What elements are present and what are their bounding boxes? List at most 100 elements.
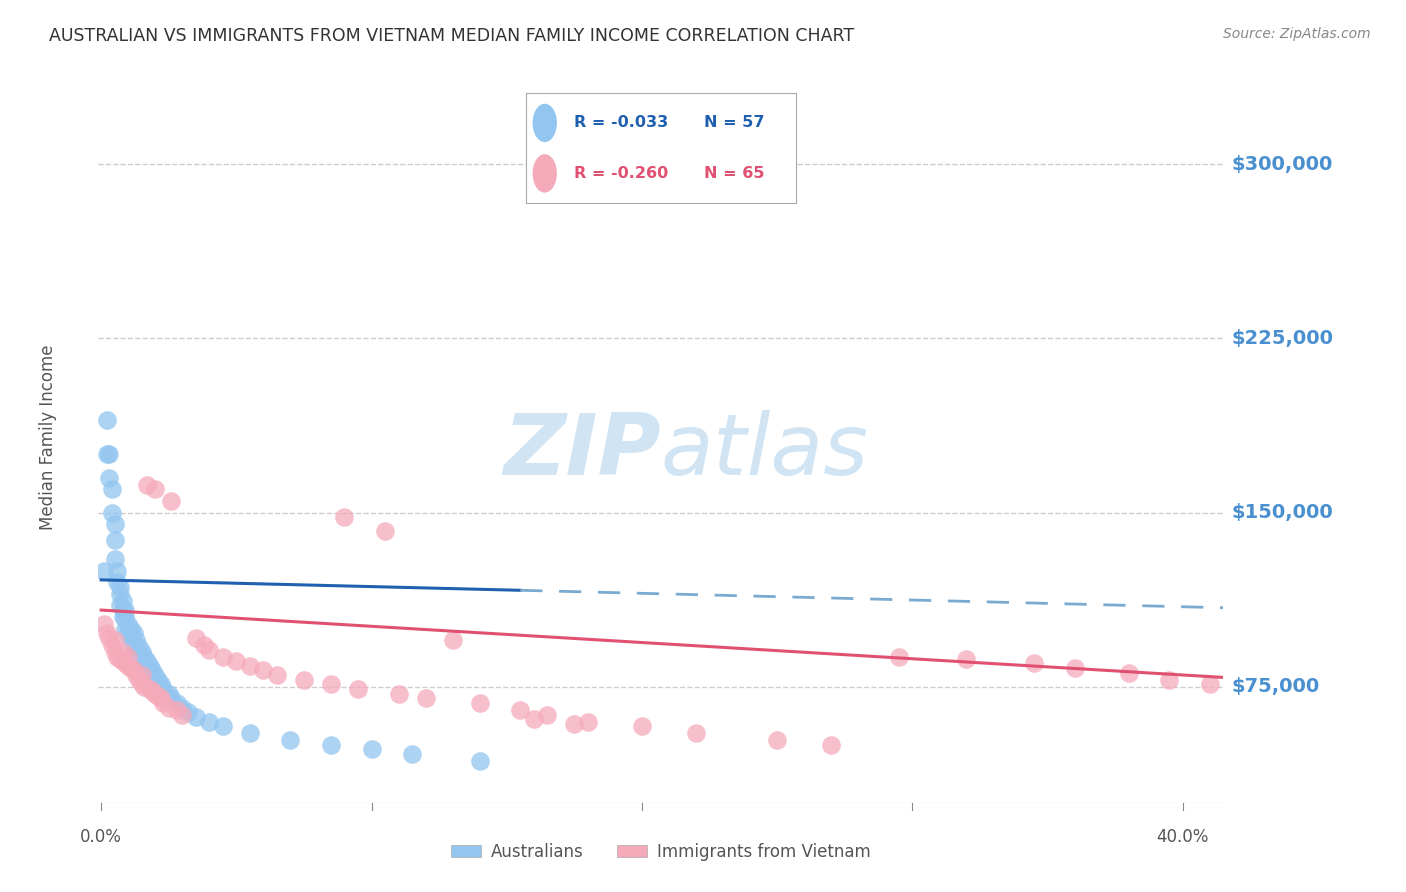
Point bbox=[1118, 665, 1140, 680]
Point bbox=[139, 658, 162, 673]
Point bbox=[631, 719, 654, 733]
Point bbox=[136, 477, 159, 491]
Point bbox=[104, 533, 127, 548]
Point bbox=[523, 712, 546, 726]
Point bbox=[319, 738, 342, 752]
Point bbox=[149, 691, 172, 706]
Point bbox=[131, 654, 153, 668]
Point bbox=[252, 664, 274, 678]
Point bbox=[160, 691, 183, 706]
Point bbox=[143, 483, 166, 497]
Text: $225,000: $225,000 bbox=[1232, 329, 1333, 348]
Point bbox=[111, 645, 134, 659]
Point bbox=[134, 658, 156, 673]
Point bbox=[184, 631, 207, 645]
Point bbox=[176, 705, 198, 719]
Point bbox=[146, 673, 169, 687]
Point bbox=[820, 738, 842, 752]
Point bbox=[160, 494, 183, 508]
Point bbox=[114, 610, 136, 624]
Point bbox=[141, 684, 163, 698]
Point bbox=[104, 552, 127, 566]
Point bbox=[166, 703, 188, 717]
Point bbox=[128, 649, 150, 664]
Point bbox=[360, 742, 382, 756]
Point bbox=[101, 506, 124, 520]
Text: 0.0%: 0.0% bbox=[80, 828, 122, 846]
Point bbox=[108, 652, 131, 666]
Point bbox=[766, 733, 789, 747]
Point bbox=[141, 664, 163, 678]
Point bbox=[387, 687, 409, 701]
Point bbox=[117, 649, 139, 664]
Text: ZIP: ZIP bbox=[503, 410, 661, 493]
Point bbox=[120, 661, 142, 675]
Point bbox=[125, 668, 148, 682]
Point bbox=[955, 652, 977, 666]
Point bbox=[1159, 673, 1181, 687]
Point bbox=[347, 681, 370, 696]
Point bbox=[111, 654, 134, 668]
Point bbox=[93, 564, 115, 578]
Text: atlas: atlas bbox=[661, 410, 869, 493]
Point bbox=[101, 483, 124, 497]
Point bbox=[104, 517, 127, 532]
Point bbox=[211, 649, 233, 664]
Point bbox=[96, 448, 118, 462]
Text: $300,000: $300,000 bbox=[1232, 154, 1333, 174]
Point bbox=[117, 658, 139, 673]
Point bbox=[576, 714, 599, 729]
Point bbox=[98, 631, 121, 645]
Point bbox=[104, 633, 127, 648]
Point bbox=[111, 594, 134, 608]
Point bbox=[98, 448, 121, 462]
Point bbox=[198, 642, 221, 657]
Point bbox=[114, 657, 136, 671]
Point bbox=[292, 673, 315, 687]
Point bbox=[104, 645, 127, 659]
Point bbox=[280, 733, 302, 747]
Point bbox=[139, 681, 162, 696]
Point bbox=[468, 696, 491, 710]
Point bbox=[152, 696, 174, 710]
Text: $75,000: $75,000 bbox=[1232, 677, 1320, 696]
Point bbox=[134, 680, 156, 694]
Point bbox=[152, 681, 174, 696]
Point bbox=[131, 645, 153, 659]
Point bbox=[122, 664, 145, 678]
Point bbox=[149, 677, 172, 691]
Point bbox=[101, 638, 124, 652]
Point bbox=[239, 726, 262, 740]
Point bbox=[128, 640, 150, 655]
Point bbox=[225, 654, 247, 668]
Point bbox=[211, 719, 233, 733]
Point bbox=[166, 696, 188, 710]
Point bbox=[114, 622, 136, 636]
Point bbox=[172, 707, 194, 722]
Point bbox=[105, 575, 128, 590]
Point bbox=[111, 603, 134, 617]
Point bbox=[562, 716, 585, 731]
Point bbox=[98, 471, 121, 485]
Point bbox=[157, 700, 180, 714]
Point bbox=[441, 633, 464, 648]
Point bbox=[131, 677, 153, 691]
Point bbox=[198, 714, 221, 729]
Text: AUSTRALIAN VS IMMIGRANTS FROM VIETNAM MEDIAN FAMILY INCOME CORRELATION CHART: AUSTRALIAN VS IMMIGRANTS FROM VIETNAM ME… bbox=[49, 27, 855, 45]
Point bbox=[1198, 677, 1220, 691]
Point bbox=[108, 580, 131, 594]
Point bbox=[193, 638, 215, 652]
Point bbox=[125, 645, 148, 659]
Point bbox=[128, 673, 150, 687]
Point bbox=[146, 689, 169, 703]
Point bbox=[131, 668, 153, 682]
Text: $150,000: $150,000 bbox=[1232, 503, 1333, 522]
Point bbox=[96, 626, 118, 640]
Point bbox=[105, 649, 128, 664]
Point bbox=[136, 654, 159, 668]
Point bbox=[401, 747, 423, 761]
Point bbox=[111, 610, 134, 624]
Point bbox=[108, 599, 131, 613]
Point bbox=[468, 754, 491, 768]
Point bbox=[105, 564, 128, 578]
